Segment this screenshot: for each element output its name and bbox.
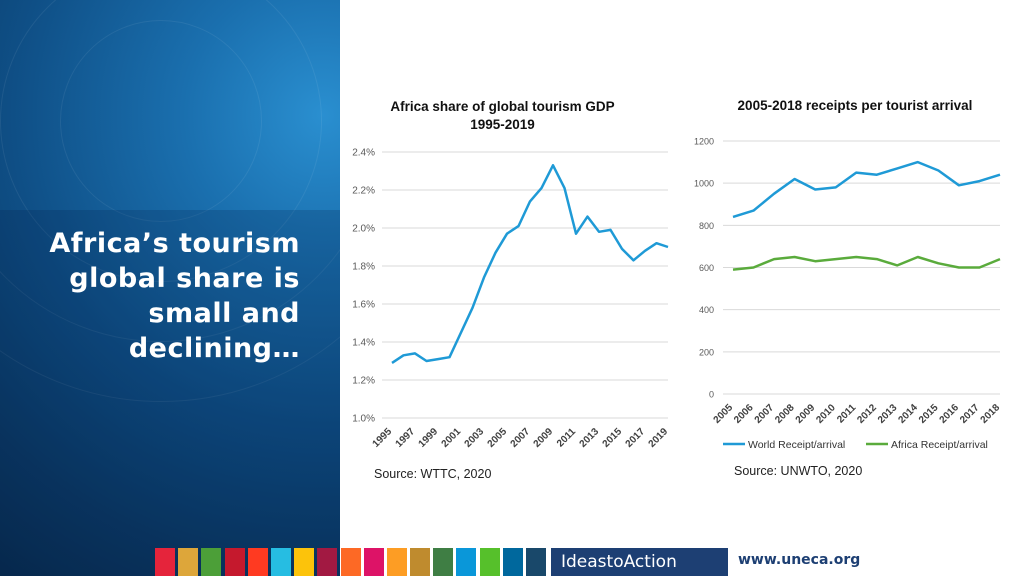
chart2-ytick-label: 1000 <box>694 179 714 189</box>
sdg-color-square <box>340 548 361 576</box>
sdg-color-square <box>178 548 199 576</box>
chart1-source: Source: WTTC, 2020 <box>374 467 492 481</box>
chart1-ytick-label: 2.2% <box>352 186 375 197</box>
chart2-legend-label-2: Africa Receipt/arrival <box>891 439 988 451</box>
sdg-color-square <box>294 548 315 576</box>
chart1-ytick-label: 1.6% <box>352 300 375 311</box>
chart2-xtick-label: 2017 <box>958 402 982 426</box>
chart2-ytick-label: 200 <box>699 347 714 357</box>
sdg-color-square <box>410 548 431 576</box>
chart1-gdp-share: 1.0% 1.2% 1.4% 1.6% 1.8% 2.0% 2.2% 2.4% 1995 1997… <box>352 148 670 450</box>
headline-line: small and <box>148 298 300 329</box>
chart1-xtick-label: 2007 <box>509 426 533 450</box>
chart1-xtick-label: 2011 <box>555 426 578 449</box>
chart2-legend-label-1: World Receipt/arrival <box>748 439 845 451</box>
chart2-receipts: 0 200 400 600 800 1000 1200 2005200620072008200… <box>694 137 1003 452</box>
chart1-ytick-label: 1.8% <box>352 262 375 273</box>
chart2-xtick-label: 2008 <box>773 402 797 426</box>
sdg-color-square <box>456 548 477 576</box>
chart1-ytick-label: 2.4% <box>352 148 375 159</box>
chart2-xtick-label: 2014 <box>896 402 920 426</box>
chart1-series-line-1 <box>391 164 669 364</box>
chart2-ytick-label: 400 <box>699 305 714 315</box>
chart1-xtick-label: 2019 <box>647 426 670 450</box>
chart2-ytick-label: 1200 <box>694 137 714 147</box>
chart1-xtick-label: 2005 <box>486 426 510 450</box>
chart2-xtick-label: 2010 <box>814 402 838 426</box>
chart1-xtick-label: 2009 <box>532 426 556 450</box>
website-link[interactable]: www.uneca.org <box>738 552 861 568</box>
chart2-xtick-label: 2018 <box>979 402 1003 426</box>
chart2-title: 2005-2018 receipts per tourist arrival <box>737 98 973 113</box>
sdg-color-square <box>479 548 500 576</box>
sdg-color-square <box>201 548 222 576</box>
chart2-xtick-label: 2013 <box>876 402 900 426</box>
headline-line: declining… <box>128 333 300 364</box>
ideas-to-action-logo: IdeastoAction <box>551 548 728 576</box>
chart1-xtick-label: 1995 <box>371 426 395 450</box>
chart2-series-line-1 <box>732 160 1001 219</box>
chart2-ytick-label: 800 <box>699 221 714 231</box>
headline-line: Africa’s tourism <box>49 228 300 259</box>
chart2-xtick-label: 2016 <box>938 402 962 426</box>
headline: Africa’s tourism global share is small a… <box>10 226 300 366</box>
sdg-color-square <box>247 548 268 576</box>
chart1-xtick-label: 2017 <box>624 426 648 450</box>
sdg-color-square <box>224 548 245 576</box>
sdg-color-bar <box>155 548 549 576</box>
chart2-xtick-label: 2009 <box>794 402 818 426</box>
chart2-xtick-label: 2011 <box>835 402 858 425</box>
headline-line: global share is <box>69 263 300 294</box>
chart1-xtick-label: 2003 <box>463 426 487 450</box>
chart1-ytick-label: 1.4% <box>352 338 375 349</box>
chart1-subtitle: 1995-2019 <box>470 117 535 132</box>
chart1-title-block: Africa share of global tourism GDP 1995-… <box>360 98 645 134</box>
chart2-xtick-label: 2015 <box>917 402 941 426</box>
chart1-title: Africa share of global tourism GDP <box>390 99 615 114</box>
chart2-series-line-2 <box>732 255 1001 271</box>
chart1-xtick-label: 2013 <box>578 426 602 450</box>
chart1-xtick-label: 2001 <box>440 426 464 450</box>
chart1-ytick-label: 1.2% <box>352 376 375 387</box>
chart2-source: Source: UNWTO, 2020 <box>734 464 863 478</box>
sdg-color-square <box>502 548 523 576</box>
sdg-color-square <box>526 548 546 576</box>
left-panel: Africa’s tourism global share is small a… <box>0 0 340 576</box>
chart1-ytick-label: 2.0% <box>352 224 375 235</box>
chart1-xtick-label: 1999 <box>417 426 441 450</box>
chart2-ytick-label: 0 <box>709 390 714 400</box>
sdg-color-square <box>363 548 384 576</box>
sdg-color-square <box>155 548 175 576</box>
sdg-color-square <box>317 548 338 576</box>
chart1-xtick-label: 1997 <box>394 426 418 450</box>
sdg-color-square <box>433 548 454 576</box>
chart2-xtick-label: 2005 <box>712 402 736 426</box>
chart1-xtick-label: 2015 <box>601 426 625 450</box>
chart1-ytick-label: 1.0% <box>352 414 375 425</box>
sdg-color-square <box>386 548 407 576</box>
chart2-xtick-label: 2006 <box>732 402 756 426</box>
chart2-xtick-label: 2007 <box>753 402 777 426</box>
chart2-ytick-label: 600 <box>699 263 714 273</box>
chart2-xtick-label: 2012 <box>855 402 879 426</box>
sdg-color-square <box>270 548 291 576</box>
